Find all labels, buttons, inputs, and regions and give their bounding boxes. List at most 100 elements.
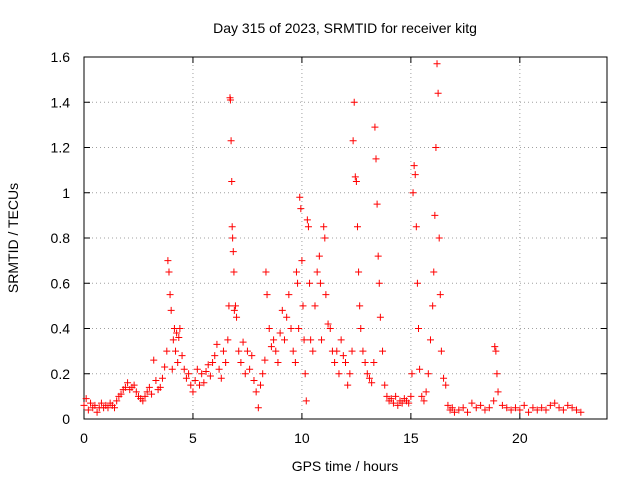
data-point [82, 395, 90, 403]
data-point [274, 358, 282, 366]
data-point [346, 370, 354, 378]
data-point [418, 392, 426, 400]
data-point [300, 336, 308, 344]
data-point [503, 404, 511, 412]
data-point [241, 370, 249, 378]
data-point [237, 358, 245, 366]
data-point [132, 388, 140, 396]
data-point [270, 336, 278, 344]
data-point [375, 279, 383, 287]
data-point [167, 306, 175, 314]
data-point [431, 211, 439, 219]
data-point [213, 340, 221, 348]
data-point [278, 306, 286, 314]
data-point [224, 336, 232, 344]
data-point [450, 408, 458, 416]
data-point [348, 347, 356, 355]
data-point [227, 137, 235, 145]
data-point [405, 399, 413, 407]
data-point [230, 268, 238, 276]
data-point [191, 377, 199, 385]
data-point [246, 365, 254, 373]
data-point [564, 401, 572, 409]
data-point [316, 279, 324, 287]
x-tick-label: 5 [189, 430, 197, 446]
data-point [176, 325, 184, 332]
y-tick-label: 0.6 [51, 275, 71, 291]
data-point [468, 399, 476, 407]
data-point [231, 302, 239, 310]
data-point [239, 338, 247, 346]
data-point [485, 404, 493, 412]
data-point [229, 234, 237, 242]
data-point [429, 302, 437, 310]
data-point [292, 268, 300, 276]
data-point [373, 200, 381, 208]
data-point [444, 401, 452, 409]
data-point [156, 383, 164, 391]
data-point [165, 268, 173, 276]
data-point [533, 406, 541, 414]
data-point [424, 370, 432, 378]
data-point [262, 268, 270, 276]
data-point [87, 399, 95, 407]
data-point [520, 401, 528, 409]
y-tick-label: 1 [62, 185, 70, 201]
data-point [228, 177, 236, 185]
data-point [295, 325, 303, 332]
data-point [233, 313, 241, 321]
data-point [538, 404, 546, 412]
data-point [511, 404, 519, 412]
data-point [143, 388, 151, 396]
data-point [516, 406, 524, 414]
data-point [410, 162, 418, 170]
data-point [200, 379, 208, 387]
data-point [304, 223, 312, 231]
data-point [379, 347, 387, 355]
data-point [303, 216, 311, 224]
data-point [568, 404, 576, 412]
data-point [352, 177, 360, 185]
y-tick-label: 0.2 [51, 366, 71, 382]
data-point [306, 279, 314, 287]
data-point [422, 388, 430, 396]
data-point [435, 234, 443, 242]
data-point [204, 361, 212, 369]
data-point [490, 397, 498, 405]
y-tick-label: 1.6 [51, 49, 71, 65]
data-point [121, 383, 129, 391]
data-point [111, 404, 119, 412]
y-tick-label: 1.2 [51, 140, 71, 156]
data-point [335, 370, 343, 378]
y-tick-label: 1.4 [51, 94, 71, 110]
data-point [219, 347, 227, 355]
data-point [459, 404, 467, 412]
data-point [376, 313, 384, 321]
data-point [91, 401, 99, 409]
data-point [209, 358, 217, 366]
data-point [572, 406, 580, 414]
data-point [257, 381, 265, 389]
data-point [371, 123, 379, 131]
data-point [440, 374, 448, 382]
data-point [420, 397, 428, 405]
data-point [93, 408, 101, 416]
data-point [555, 404, 563, 412]
data-point [551, 399, 559, 407]
data-point [158, 374, 166, 382]
data-point [250, 377, 258, 385]
data-point [326, 325, 334, 332]
data-points [80, 60, 585, 416]
data-point [248, 352, 256, 360]
data-point [161, 363, 169, 371]
data-point [296, 193, 304, 201]
data-point [383, 392, 391, 400]
data-point [356, 302, 364, 310]
data-point [464, 408, 472, 416]
data-point [189, 388, 197, 396]
data-point [529, 404, 537, 412]
y-axis-label: SRMTID / TECUs [5, 183, 21, 293]
data-point [455, 406, 463, 414]
data-point [187, 381, 195, 389]
